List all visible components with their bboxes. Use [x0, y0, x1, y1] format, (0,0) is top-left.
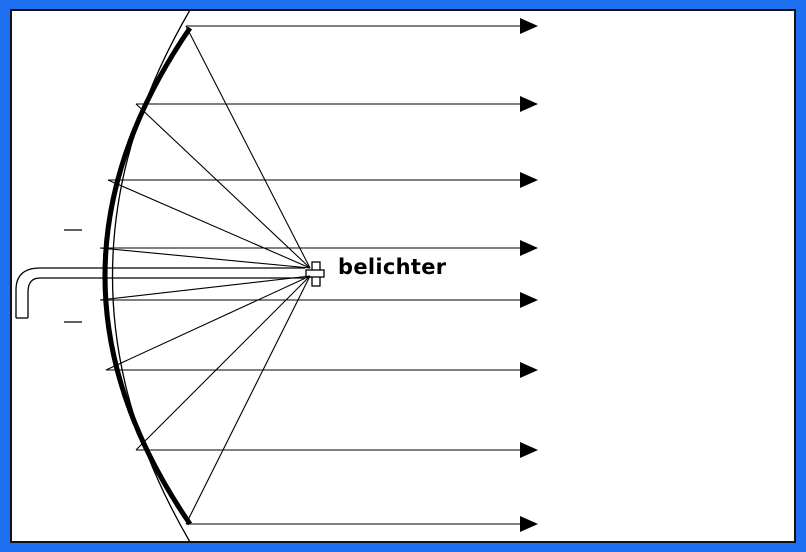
arrowhead-3 — [520, 172, 538, 188]
support-arm-lower — [27, 277, 305, 318]
ray-incident-2 — [135, 103, 311, 269]
arrowhead-8 — [520, 516, 538, 532]
reflector-surface — [102, 26, 193, 526]
ray-incident-6 — [105, 275, 311, 371]
ray-incident-1 — [185, 25, 311, 269]
lamp-label: belichter — [338, 255, 447, 279]
ray-incident-3 — [107, 179, 311, 269]
ray-incident-8 — [185, 275, 311, 525]
arrowhead-6 — [520, 362, 538, 378]
ray-incident-4 — [99, 247, 311, 269]
arrowhead-4 — [520, 240, 538, 256]
support-arm — [15, 267, 305, 318]
rays — [99, 25, 520, 525]
reflector-outer-shell — [111, 9, 191, 543]
lamp-cap — [305, 269, 325, 278]
arrowhead-7 — [520, 442, 538, 458]
arrowheads — [520, 18, 538, 532]
diagram-panel — [10, 9, 796, 543]
ray-incident-7 — [135, 275, 311, 451]
ray-incident-5 — [99, 275, 311, 301]
arrowhead-2 — [520, 96, 538, 112]
arrowhead-5 — [520, 292, 538, 308]
arrowhead-1 — [520, 18, 538, 34]
